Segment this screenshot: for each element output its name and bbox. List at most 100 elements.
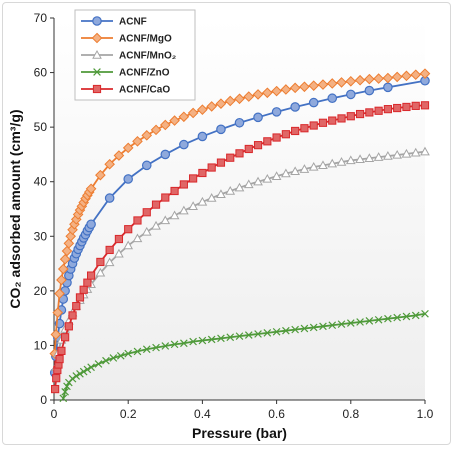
data-point-acnf-cao (393, 103, 402, 113)
data-point-acnf (383, 82, 393, 93)
data-point-acnf-mgo (85, 183, 97, 195)
legend-marker-acnf-zno (93, 68, 101, 76)
data-point-acnf (271, 107, 282, 117)
data-point-acnf-cao (198, 168, 207, 178)
data-point-acnf (197, 131, 208, 142)
data-point-acnf-mgo (345, 75, 357, 87)
data-point-acnf-cao (114, 234, 124, 244)
x-tick-label: 0.4 (194, 407, 211, 421)
data-point-acnf-mno (225, 185, 236, 195)
data-point-acnf-zno (235, 332, 244, 340)
data-point-acnf-zno (291, 325, 299, 334)
data-point-acnf-cao (244, 144, 253, 154)
data-point-acnf-mgo (280, 84, 292, 95)
data-point-acnf-cao (253, 141, 263, 150)
data-point-acnf-mno (345, 155, 356, 165)
data-point-acnf-cao (411, 101, 420, 110)
data-point-acnf-zno (356, 318, 364, 326)
legend-item-acnf-zno: ACNF/ZnO (81, 68, 170, 79)
data-point-acnf-cao (96, 257, 105, 267)
data-point-acnf-cao (61, 333, 70, 342)
data-point-acnf-mno (179, 205, 189, 215)
data-point-acnf-zno (402, 312, 411, 321)
legend-item-acnf-cao: ACNF/CaO (81, 85, 170, 96)
data-point-acnf-mgo (61, 245, 73, 257)
data-point-acnf (327, 93, 338, 104)
data-point-acnf-zno (79, 367, 88, 376)
legend-label: ACNF/MnO₂ (119, 51, 176, 62)
data-point-acnf-mno (169, 210, 180, 220)
data-point-acnf-mgo (104, 158, 115, 170)
data-point-acnf-zno (272, 327, 281, 336)
data-point-acnf-mno (290, 166, 300, 176)
legend-marker-acnf-cao (92, 84, 102, 94)
x-tick-label: 0 (51, 407, 58, 421)
y-tick-label: 60 (34, 66, 48, 80)
x-axis-title: Pressure (bar) (192, 425, 287, 441)
data-point-acnf-mno (401, 148, 412, 158)
data-point-acnf-zno (244, 331, 253, 339)
data-point-acnf-mno (141, 226, 152, 236)
data-point-acnf-mgo (364, 73, 375, 85)
data-point-acnf-cao (55, 354, 64, 364)
data-point-acnf (123, 174, 133, 184)
data-point-acnf-zno (337, 320, 346, 328)
data-point-acnf-mgo (159, 119, 171, 131)
data-point-acnf-cao (346, 112, 355, 121)
data-point-acnf-cao (226, 153, 235, 162)
data-point-acnf-zno (152, 343, 160, 352)
data-point-acnf-cao (291, 126, 300, 136)
legend-marker-acnf-mgo (91, 32, 103, 44)
data-point-acnf-cao (216, 158, 226, 167)
data-point-acnf-zno (226, 333, 235, 342)
data-point-acnf-cao (189, 174, 198, 183)
data-point-acnf-cao (365, 108, 374, 117)
data-point-acnf-mno (104, 257, 115, 267)
data-point-acnf-zno (68, 374, 77, 383)
data-point-acnf-mgo (95, 169, 106, 181)
data-point-acnf-zno (263, 329, 272, 337)
legend-label: ACNF/MgO (119, 34, 172, 45)
data-point-acnf-mno (114, 248, 124, 258)
data-point-acnf-zno (94, 360, 103, 368)
y-tick-label: 0 (40, 393, 47, 407)
data-point-acnf-mno (318, 160, 328, 170)
data-point-acnf-mno (188, 201, 198, 210)
data-point-acnf-mno (243, 179, 254, 189)
data-point-acnf-mgo (206, 101, 217, 112)
legend-label: ACNF (119, 17, 147, 28)
data-point-acnf-cao (75, 293, 85, 302)
data-point-acnf-mgo (57, 263, 69, 275)
data-point-acnf-zno (254, 330, 262, 338)
data-point-acnf-zno (59, 394, 68, 403)
data-point-acnf-cao (337, 114, 346, 123)
y-tick-label: 70 (34, 11, 48, 25)
data-point-acnf-mgo (419, 68, 431, 79)
data-point-acnf-mno (123, 240, 134, 250)
data-point-acnf-mno (308, 161, 319, 171)
data-point-acnf (160, 149, 171, 160)
series-acnf-zno (59, 309, 429, 403)
data-point-acnf-mno (151, 220, 161, 230)
series-acnf-cao (51, 101, 430, 394)
legend-item-acnf-mno: ACNF/MnO₂ (81, 49, 176, 62)
data-point-acnf-cao (318, 118, 328, 127)
data-point-acnf-cao (72, 302, 81, 311)
data-point-acnf-zno (180, 339, 188, 348)
data-point-acnf-mgo (59, 253, 71, 265)
data-point-acnf-cao (355, 109, 365, 119)
data-point-acnf-zno (109, 354, 118, 362)
data-point-acnf-cao (179, 180, 188, 189)
legend-item-acnf-mgo: ACNF/MgO (81, 32, 172, 45)
data-point-acnf-zno (411, 311, 420, 320)
data-point-acnf-cao (142, 208, 151, 217)
data-point-acnf-zno (365, 317, 374, 325)
data-point-acnf-zno (87, 363, 95, 372)
data-point-acnf-mgo (317, 79, 329, 90)
data-point-acnf-mgo (178, 111, 190, 123)
data-point-acnf-mgo (336, 77, 347, 88)
data-point-acnf-mno (392, 149, 403, 159)
data-point-acnf-zno (63, 382, 71, 391)
data-point-acnf-mgo (401, 70, 412, 82)
